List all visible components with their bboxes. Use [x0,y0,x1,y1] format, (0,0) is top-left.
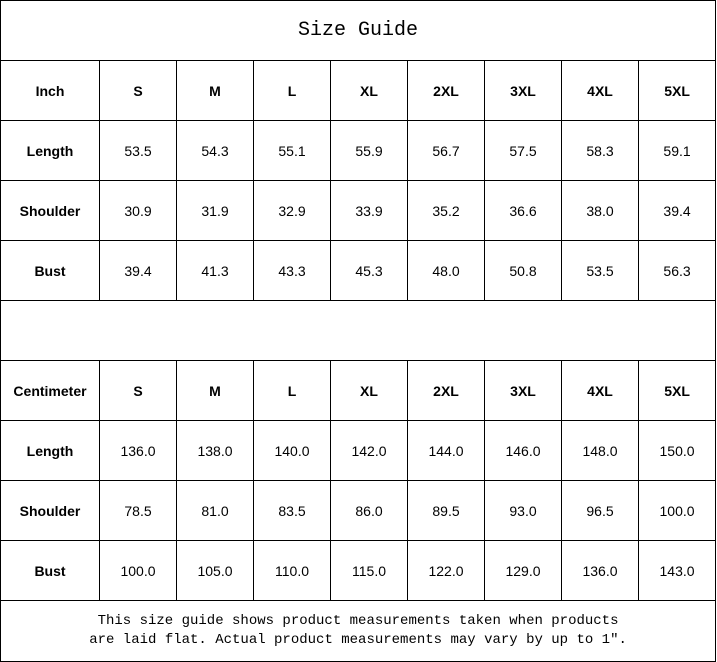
measurement-cell: 36.6 [484,180,562,241]
row-label: Bust [0,240,100,301]
measurement-cell: 96.5 [561,480,639,541]
measurement-cell: 83.5 [253,480,331,541]
row-label: Length [0,120,100,181]
table-row: Length 136.0 138.0 140.0 142.0 144.0 146.0 148.… [0,420,717,481]
measurement-cell: 31.9 [176,180,254,241]
measurement-cell: 35.2 [407,180,485,241]
footer-row: This size guide shows product measuremen… [0,600,717,662]
size-header: S [99,360,177,421]
footer-note: This size guide shows product measuremen… [0,600,717,662]
size-header: S [99,60,177,121]
measurement-cell: 105.0 [176,540,254,601]
measurement-cell: 143.0 [637,540,717,601]
footer-line: are laid flat. Actual product measuremen… [89,632,627,648]
measurement-cell: 45.3 [330,240,408,301]
measurement-cell: 39.4 [99,240,177,301]
unit-header: Centimeter [0,360,100,421]
measurement-cell: 129.0 [484,540,562,601]
measurement-cell: 150.0 [637,420,717,481]
measurement-cell: 142.0 [330,420,408,481]
measurement-cell: 57.5 [484,120,562,181]
measurement-cell: 136.0 [561,540,639,601]
size-header: 5XL [637,60,717,121]
measurement-cell: 78.5 [99,480,177,541]
measurement-cell: 146.0 [484,420,562,481]
measurement-cell: 144.0 [407,420,485,481]
header-row: Inch S M L XL 2XL 3XL 4XL 5XL [0,60,717,121]
measurement-cell: 48.0 [407,240,485,301]
row-label: Bust [0,540,100,601]
measurement-cell: 39.4 [637,180,717,241]
measurement-cell: 43.3 [253,240,331,301]
title-row: Size Guide [0,0,717,61]
measurement-cell: 56.7 [407,120,485,181]
measurement-cell: 58.3 [561,120,639,181]
measurement-cell: 59.1 [637,120,717,181]
measurement-cell: 93.0 [484,480,562,541]
measurement-cell: 33.9 [330,180,408,241]
measurement-cell: 55.9 [330,120,408,181]
measurement-cell: 50.8 [484,240,562,301]
table-row: Shoulder 78.5 81.0 83.5 86.0 89.5 93.0 96.5 100.… [0,480,717,541]
measurement-cell: 140.0 [253,420,331,481]
size-header: M [176,60,254,121]
row-label: Shoulder [0,180,100,241]
row-label: Length [0,420,100,481]
measurement-cell: 56.3 [637,240,717,301]
size-header: XL [330,60,408,121]
size-header: L [253,360,331,421]
measurement-cell: 38.0 [561,180,639,241]
measurement-cell: 100.0 [99,540,177,601]
measurement-cell: 89.5 [407,480,485,541]
measurement-cell: 30.9 [99,180,177,241]
table-row: Bust 100.0 105.0 110.0 115.0 122.0 129.0 136.0 1… [0,540,717,601]
measurement-cell: 41.3 [176,240,254,301]
measurement-cell: 148.0 [561,420,639,481]
measurement-cell: 86.0 [330,480,408,541]
size-header: 4XL [561,60,639,121]
spacer-cell [0,300,717,361]
measurement-cell: 100.0 [637,480,717,541]
size-header: 2XL [407,60,485,121]
table-row: Bust 39.4 41.3 43.3 45.3 48.0 50.8 53.5 56.3 [0,240,717,301]
measurement-cell: 122.0 [407,540,485,601]
measurement-cell: 136.0 [99,420,177,481]
unit-header: Inch [0,60,100,121]
size-header: 4XL [561,360,639,421]
measurement-cell: 54.3 [176,120,254,181]
measurement-cell: 53.5 [99,120,177,181]
measurement-cell: 110.0 [253,540,331,601]
size-header: L [253,60,331,121]
measurement-cell: 81.0 [176,480,254,541]
size-header: M [176,360,254,421]
measurement-cell: 53.5 [561,240,639,301]
size-header: 3XL [484,360,562,421]
footer-line: This size guide shows product measuremen… [97,613,619,629]
size-header: 2XL [407,360,485,421]
measurement-cell: 32.9 [253,180,331,241]
table-row: Shoulder 30.9 31.9 32.9 33.9 35.2 36.6 38.0 39.4 [0,180,717,241]
spacer-row [0,300,717,361]
header-row: Centimeter S M L XL 2XL 3XL 4XL 5XL [0,360,717,421]
size-header: 3XL [484,60,562,121]
measurement-cell: 55.1 [253,120,331,181]
page-title: Size Guide [0,0,717,61]
measurement-cell: 138.0 [176,420,254,481]
size-header: XL [330,360,408,421]
row-label: Shoulder [0,480,100,541]
table-row: Length 53.5 54.3 55.1 55.9 56.7 57.5 58.3 59.1 [0,120,717,181]
size-header: 5XL [637,360,717,421]
measurement-cell: 115.0 [330,540,408,601]
